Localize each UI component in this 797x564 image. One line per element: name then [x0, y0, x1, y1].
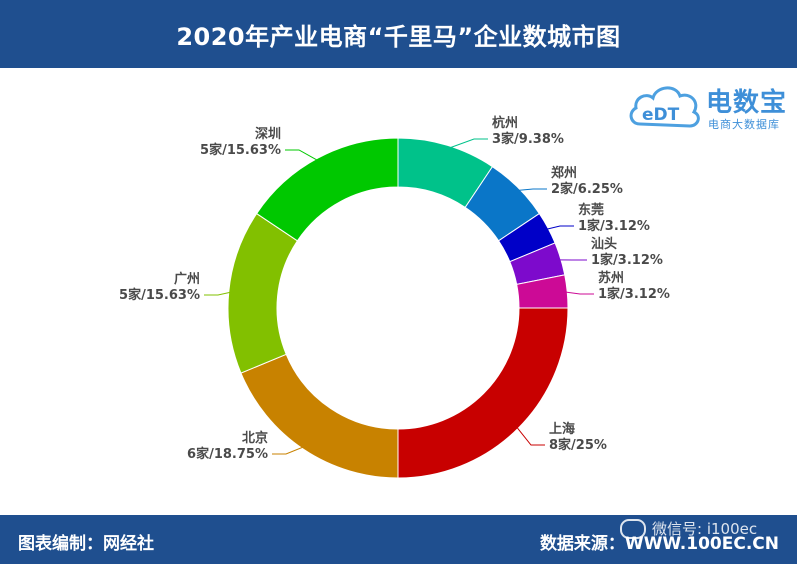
leader-line-5: [563, 291, 594, 295]
slice-9: [255, 137, 399, 242]
leader-line-7: [272, 445, 306, 455]
footer-author: 图表编制：网经社: [18, 534, 154, 554]
logo-brand: 电数宝: [706, 88, 788, 118]
slice-value-7: 6家/18.75%: [187, 446, 268, 462]
cloud-logo-icon: eDT: [629, 86, 700, 128]
slice-name-5: 苏州: [598, 270, 624, 286]
leader-line-2: [515, 188, 547, 192]
slice-value-5: 1家/3.12%: [598, 286, 670, 302]
slice-name-6: 上海: [549, 421, 575, 437]
slice-name-9: 深圳: [255, 126, 281, 142]
slice-name-2: 郑州: [551, 165, 577, 181]
logo-cloud-text: eDT: [642, 105, 680, 125]
leader-line-8: [204, 291, 233, 296]
slice-value-9: 5家/15.63%: [200, 142, 281, 158]
slice-name-8: 广州: [174, 271, 200, 287]
leader-line-9: [285, 149, 320, 163]
slice-name-4: 汕头: [591, 236, 617, 252]
footer-bar: 图表编制：网经社 数据来源：WWW.100EC.CN: [0, 515, 797, 564]
leader-line-3: [544, 225, 574, 231]
slice-name-1: 杭州: [492, 115, 518, 131]
wechat-icon: [620, 518, 646, 539]
edt-logo: eDT 电数宝 电商大数据库: [626, 74, 791, 136]
leader-line-6: [514, 425, 545, 446]
slice-name-3: 东莞: [578, 202, 604, 218]
slice-value-2: 2家/6.25%: [551, 181, 623, 197]
footer-source: 数据来源：WWW.100EC.CN: [539, 534, 779, 554]
slice-name-7: 北京: [242, 430, 268, 446]
slice-value-3: 1家/3.12%: [578, 218, 650, 234]
wechat-watermark: 微信号: i100ec: [620, 518, 757, 539]
header-bar: 2020年产业电商“千里马”企业数城市图: [0, 0, 797, 68]
slice-value-8: 5家/15.63%: [119, 287, 200, 303]
donut-chart: 杭州3家/9.38%郑州2家/6.25%东莞1家/3.12%汕头1家/3.12%…: [119, 115, 670, 479]
slice-6: [397, 307, 569, 479]
slice-8: [227, 212, 299, 374]
slice-value-4: 1家/3.12%: [591, 252, 663, 268]
chart-title: 2020年产业电商“千里马”企业数城市图: [176, 22, 621, 51]
leader-line-1: [446, 138, 488, 150]
slice-value-1: 3家/9.38%: [492, 131, 564, 147]
logo-subtitle: 电商大数据库: [708, 118, 780, 131]
watermark-text: 微信号: i100ec: [652, 520, 758, 538]
slice-value-6: 8家/25%: [549, 437, 607, 453]
